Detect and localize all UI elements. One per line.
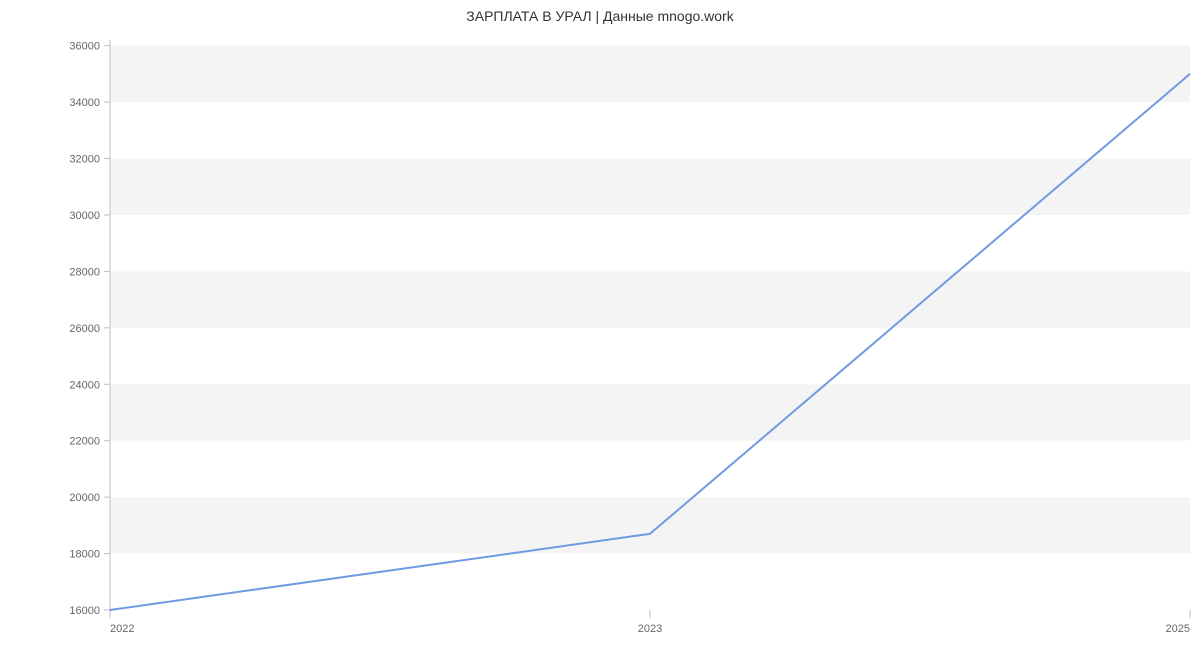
y-tick-label: 22000: [69, 436, 100, 448]
x-tick-label: 2025: [1166, 623, 1190, 635]
y-tick-label: 18000: [69, 549, 100, 561]
y-tick-label: 20000: [69, 492, 100, 504]
x-tick-label: 2023: [638, 623, 662, 635]
y-tick-label: 16000: [69, 605, 100, 617]
y-tick-label: 28000: [69, 266, 100, 278]
chart-svg: 16000 18000 20000 22000 24000 26000 28000 30000…: [0, 0, 1200, 650]
chart-title: ЗАРПЛАТА В УРАЛ | Данные mnogo.work: [0, 8, 1200, 24]
y-tick-label: 34000: [69, 97, 100, 109]
y-tick-label: 32000: [69, 154, 100, 166]
y-tick-label: 36000: [69, 41, 100, 53]
x-tick-label: 2022: [110, 623, 134, 635]
salary-line-chart: ЗАРПЛАТА В УРАЛ | Данные mnogo.work 1600…: [0, 0, 1200, 650]
y-tick-label: 24000: [69, 379, 100, 391]
y-tick-label: 30000: [69, 210, 100, 222]
y-tick-label: 26000: [69, 323, 100, 335]
